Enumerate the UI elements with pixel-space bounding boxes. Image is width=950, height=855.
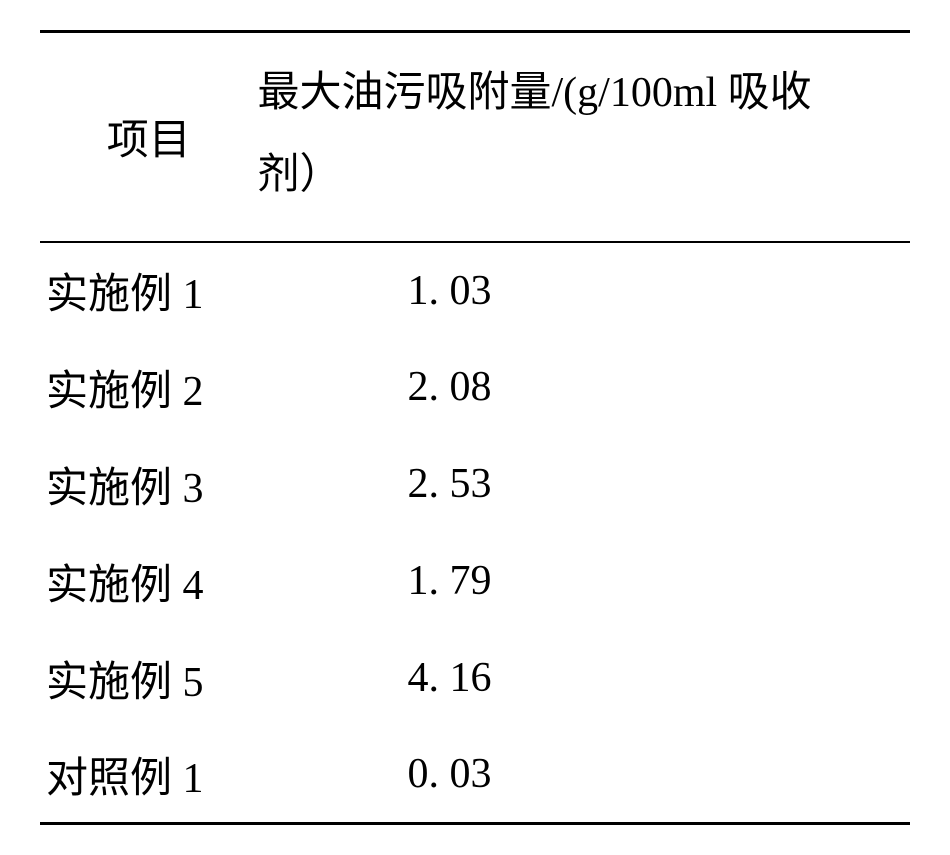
header-value: 最大油污吸附量/(g/100ml 吸收 剂）	[258, 32, 911, 242]
table-row: 实施例 2 2. 08	[40, 339, 910, 436]
cell-value: 0. 03	[258, 727, 911, 824]
cell-project: 实施例 3	[40, 436, 258, 533]
cell-project: 实施例 4	[40, 533, 258, 630]
data-table: 项目 最大油污吸附量/(g/100ml 吸收 剂） 实施例 1 1. 03 实施…	[40, 30, 910, 825]
table-row: 实施例 1 1. 03	[40, 242, 910, 339]
table-row: 对照例 1 0. 03	[40, 727, 910, 824]
cell-value: 1. 79	[258, 533, 911, 630]
cell-value: 2. 08	[258, 339, 911, 436]
cell-project: 实施例 5	[40, 630, 258, 727]
cell-value: 4. 16	[258, 630, 911, 727]
table-row: 实施例 4 1. 79	[40, 533, 910, 630]
cell-value: 2. 53	[258, 436, 911, 533]
table-header-row: 项目 最大油污吸附量/(g/100ml 吸收 剂）	[40, 32, 910, 242]
header-value-line1: 最大油污吸附量/(g/100ml 吸收	[258, 70, 812, 116]
header-value-line2: 剂）	[258, 152, 342, 198]
header-project: 项目	[40, 32, 258, 242]
table-row: 实施例 3 2. 53	[40, 436, 910, 533]
table-row: 实施例 5 4. 16	[40, 630, 910, 727]
cell-project: 对照例 1	[40, 727, 258, 824]
cell-value: 1. 03	[258, 242, 911, 339]
cell-project: 实施例 2	[40, 339, 258, 436]
cell-project: 实施例 1	[40, 242, 258, 339]
